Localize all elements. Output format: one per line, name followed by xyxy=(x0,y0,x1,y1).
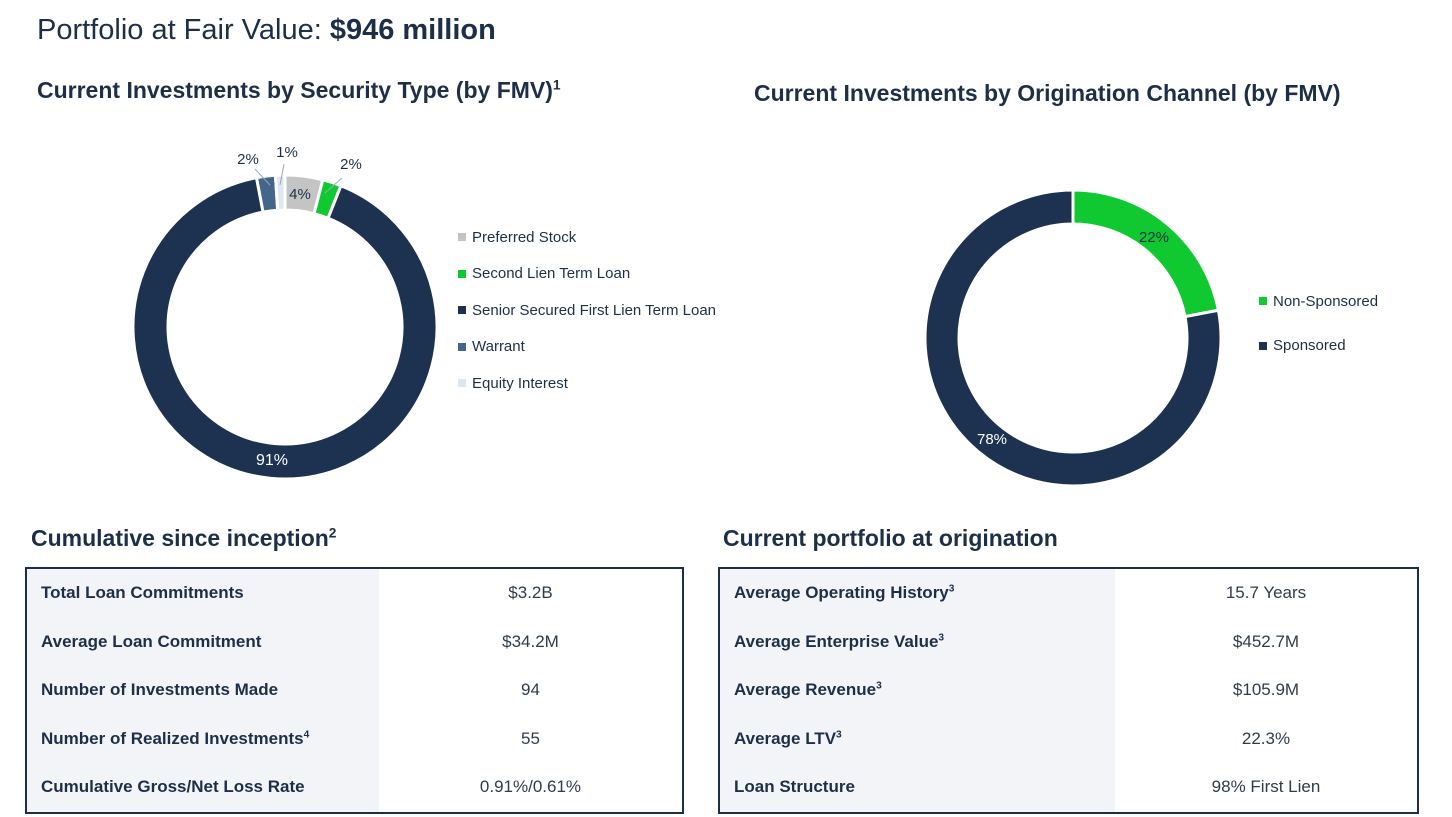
row-value: 55 xyxy=(379,714,683,763)
data-label-equity-interest: 1% xyxy=(276,144,298,161)
row-label: Average Loan Commitment xyxy=(26,617,379,666)
security-type-donut-chart: 4% 2% 91% 2% 1% xyxy=(131,144,439,481)
legend-label: Preferred Stock xyxy=(472,228,577,246)
row-value: 15.7 Years xyxy=(1115,568,1418,618)
row-value: 0.91%/0.61% xyxy=(379,763,683,813)
legend-label: Equity Interest xyxy=(472,374,568,392)
table-row: Average LTV3 22.3% xyxy=(719,714,1418,763)
legend-swatch xyxy=(458,306,466,315)
leader-line-second-lien-term-loan xyxy=(324,177,343,194)
legend-item-sponsored: Sponsored xyxy=(1259,324,1378,369)
security-type-chart-title: Current Investments by Security Type (by… xyxy=(37,77,561,104)
legend-label: Senior Secured First Lien Term Loan xyxy=(472,301,717,319)
legend-item-equity-interest: Equity Interest xyxy=(458,365,716,402)
row-value: $452.7M xyxy=(1115,617,1418,666)
row-label: Number of Realized Investments4 xyxy=(26,714,379,763)
security-type-legend: Preferred Stock Second Lien Term Loan Seni… xyxy=(458,219,716,402)
table-row: Average Revenue3 $105.9M xyxy=(719,666,1418,715)
row-label: Average Revenue3 xyxy=(719,666,1115,715)
row-value: 98% First Lien xyxy=(1115,763,1418,813)
legend-label: Sponsored xyxy=(1273,337,1346,355)
slice-sponsored xyxy=(923,188,1223,488)
data-label-preferred-stock: 4% xyxy=(289,186,311,203)
cumulative-table: Total Loan Commitments $3.2B Average Loan … xyxy=(25,567,684,814)
legend-swatch xyxy=(1259,297,1267,306)
origination-channel-donut-chart: 22% 78% xyxy=(923,188,1223,488)
legend-swatch xyxy=(458,342,466,351)
table-row: Average Loan Commitment $34.2M xyxy=(26,617,683,666)
row-value: 94 xyxy=(379,666,683,715)
page-title: Portfolio at Fair Value: $946 million xyxy=(37,14,496,47)
row-label: Average Operating History3 xyxy=(719,568,1115,618)
footnote-marker: 4 xyxy=(303,729,310,741)
row-label: Average Enterprise Value3 xyxy=(719,617,1115,666)
page-title-value: $946 million xyxy=(329,14,496,46)
table-row: Loan Structure 98% First Lien xyxy=(719,763,1418,813)
origination-channel-chart-title: Current Investments by Origination Chann… xyxy=(754,80,1341,107)
current-portfolio-section-title-text: Current portfolio at origination xyxy=(723,525,1058,551)
footnote-marker: 3 xyxy=(876,680,882,692)
data-label-senior-secured-first-lien-term-loan: 91% xyxy=(256,452,288,469)
legend-swatch xyxy=(458,379,466,388)
legend-swatch xyxy=(458,233,466,242)
table-row: Total Loan Commitments $3.2B xyxy=(26,568,683,618)
table-row: Average Operating History3 15.7 Years xyxy=(719,568,1418,618)
data-label-sponsored: 78% xyxy=(977,431,1007,448)
table-row: Cumulative Gross/Net Loss Rate 0.91%/0.61… xyxy=(26,763,683,813)
legend-label: Non-Sponsored xyxy=(1273,292,1379,310)
legend-label: Warrant xyxy=(472,338,525,356)
data-label-second-lien-term-loan: 2% xyxy=(340,156,362,173)
legend-item-warrant: Warrant xyxy=(458,329,716,366)
row-label: Number of Investments Made xyxy=(26,666,379,715)
row-value: $34.2M xyxy=(379,617,683,666)
legend-item-preferred-stock: Preferred Stock xyxy=(458,219,716,256)
table-row: Number of Realized Investments4 55 xyxy=(26,714,683,763)
table-row: Number of Investments Made 94 xyxy=(26,666,683,715)
legend-item-non-sponsored: Non-Sponsored xyxy=(1259,279,1378,324)
leader-line-warrant xyxy=(254,168,271,186)
footnote-marker: 3 xyxy=(836,729,842,741)
cumulative-section-title-text: Cumulative since inception xyxy=(31,525,329,551)
origination-channel-legend: Non-Sponsored Sponsored xyxy=(1259,279,1378,368)
table-row: Average Enterprise Value3 $452.7M xyxy=(719,617,1418,666)
row-value: $105.9M xyxy=(1115,666,1418,715)
current-portfolio-section-title: Current portfolio at origination xyxy=(723,525,1058,552)
row-label: Average LTV3 xyxy=(719,714,1115,763)
footnote-2: 2 xyxy=(328,525,337,541)
legend-swatch xyxy=(1259,341,1267,350)
slice-senior-secured-first-lien-term-loan xyxy=(131,175,439,481)
page-title-prefix: Portfolio at Fair Value: xyxy=(37,14,330,46)
leader-line-equity-interest xyxy=(279,163,285,186)
slice-non-sponsored xyxy=(1071,188,1221,319)
row-label: Cumulative Gross/Net Loss Rate xyxy=(26,763,379,813)
current-portfolio-table: Average Operating History3 15.7 Years Aver… xyxy=(718,567,1419,814)
data-label-non-sponsored: 22% xyxy=(1139,229,1169,246)
security-type-chart-title-text: Current Investments by Security Type (by… xyxy=(37,77,553,103)
legend-item-second-lien-term-loan: Second Lien Term Loan xyxy=(458,256,716,293)
legend-label: Second Lien Term Loan xyxy=(472,265,631,283)
footnote-marker: 3 xyxy=(938,632,945,644)
footnote-1: 1 xyxy=(552,77,561,93)
data-label-warrant: 2% xyxy=(237,151,259,168)
row-value: $3.2B xyxy=(379,568,683,618)
legend-swatch xyxy=(458,269,466,278)
row-value: 22.3% xyxy=(1115,714,1418,763)
row-label: Loan Structure xyxy=(719,763,1115,813)
footnote-marker: 3 xyxy=(948,583,955,595)
row-label: Total Loan Commitments xyxy=(26,568,379,618)
origination-channel-chart-title-text: Current Investments by Origination Chann… xyxy=(754,80,1341,106)
legend-item-senior-secured-first-lien-term-loan: Senior Secured First Lien Term Loan xyxy=(458,292,716,329)
slice-equity-interest xyxy=(273,173,287,212)
cumulative-section-title: Cumulative since inception2 xyxy=(31,525,336,552)
